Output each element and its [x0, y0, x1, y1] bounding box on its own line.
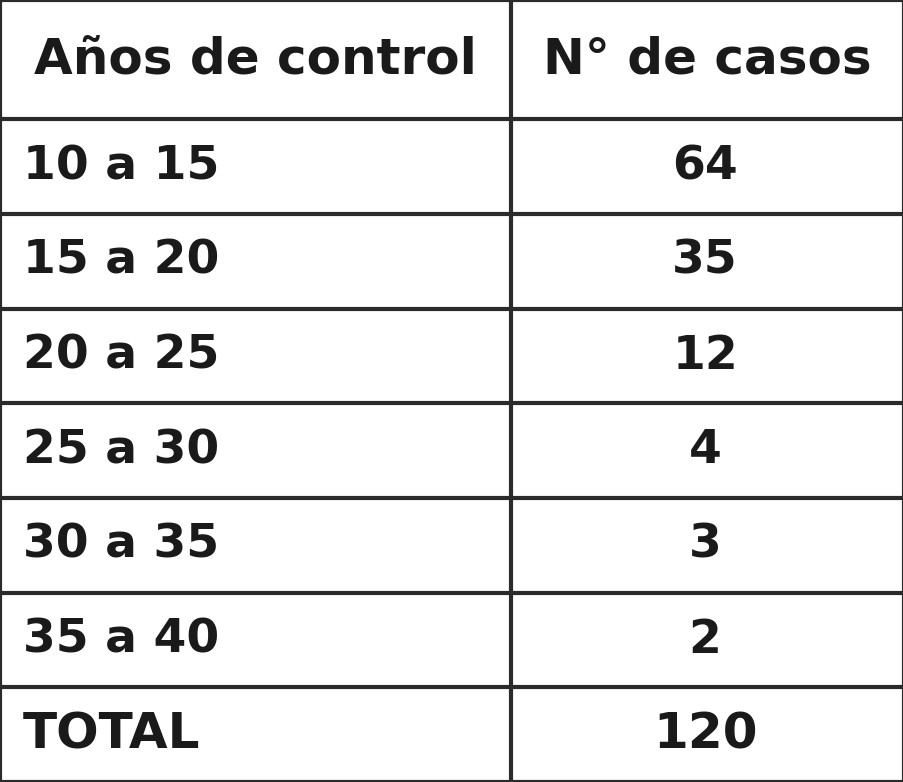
Text: 2: 2	[688, 618, 721, 662]
Text: 25 a 30: 25 a 30	[23, 429, 219, 473]
Text: TOTAL: TOTAL	[23, 711, 200, 759]
Text: 30 a 35: 30 a 35	[23, 523, 219, 568]
Text: 35: 35	[672, 239, 737, 284]
Text: 12: 12	[672, 334, 737, 378]
Text: 3: 3	[688, 523, 721, 568]
Text: 20 a 25: 20 a 25	[23, 334, 219, 378]
Text: 10 a 15: 10 a 15	[23, 144, 219, 189]
Text: N° de casos: N° de casos	[543, 36, 870, 84]
Text: 15 a 20: 15 a 20	[23, 239, 219, 284]
Text: Años de control: Años de control	[34, 36, 476, 84]
Text: 120: 120	[652, 711, 757, 759]
Text: 35 a 40: 35 a 40	[23, 618, 219, 662]
Text: 4: 4	[688, 429, 721, 473]
Text: 64: 64	[672, 144, 737, 189]
